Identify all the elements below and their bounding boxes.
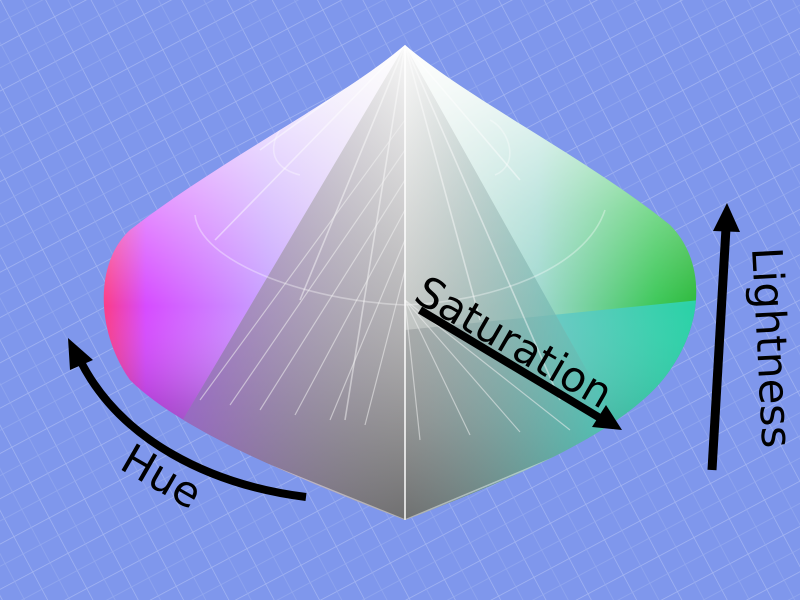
lightness-arrow xyxy=(707,203,740,471)
lightness-label: Lightness xyxy=(742,246,800,449)
saturation-arrow xyxy=(417,306,622,430)
hue-arrow xyxy=(68,338,307,501)
